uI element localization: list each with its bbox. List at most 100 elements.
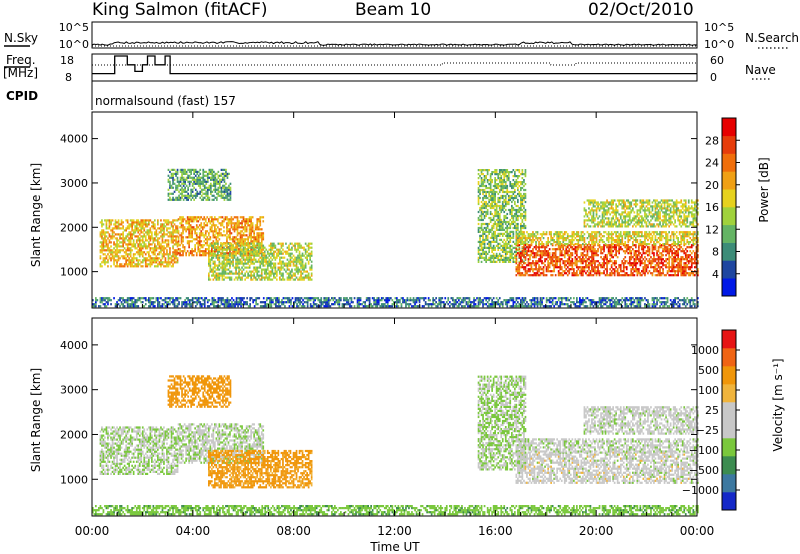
scatter-cell <box>497 232 500 235</box>
scatter-cell <box>571 239 574 242</box>
scatter-cell <box>568 260 571 263</box>
scatter-cell <box>656 254 658 257</box>
scatter-cell <box>477 222 480 226</box>
scatter-cell <box>225 196 227 199</box>
scatter-cell <box>151 257 153 260</box>
scatter-cell <box>204 242 207 245</box>
scatter-cell <box>494 248 496 251</box>
scatter-cell <box>518 274 521 277</box>
scatter-cell <box>268 270 271 273</box>
scatter-cell <box>509 230 512 233</box>
scatter-cell <box>582 262 584 265</box>
scatter-cell <box>183 246 186 249</box>
scatter-cell <box>253 268 255 271</box>
scatter-cell <box>273 264 275 267</box>
scatter-cell <box>288 272 290 275</box>
scatter-cell <box>188 184 191 187</box>
scatter-cell <box>117 257 120 260</box>
scatter-cell <box>536 237 539 240</box>
scatter-cell <box>182 252 184 255</box>
scatter-cell <box>520 222 522 226</box>
scatter-cell <box>279 272 281 275</box>
scatter-cell <box>167 188 170 191</box>
scatter-cell <box>188 174 191 177</box>
scatter-cell <box>239 262 242 265</box>
scatter-cell <box>648 250 651 253</box>
scatter-cell <box>542 268 545 271</box>
scatter-cell <box>576 250 578 253</box>
scatter-cell <box>573 244 575 247</box>
scatter-cell <box>239 244 242 247</box>
scatter-cell <box>635 260 637 263</box>
scatter-cell <box>482 202 484 206</box>
scatter-cell <box>532 268 534 271</box>
scatter-cell <box>488 198 490 202</box>
scatter-cell <box>280 246 283 249</box>
scatter-cell <box>514 171 516 174</box>
scatter-cell <box>271 248 274 251</box>
scatter-cell <box>198 252 201 255</box>
scatter-cell <box>288 262 290 265</box>
scatter-cell <box>182 238 184 241</box>
scatter-cell <box>515 274 518 277</box>
scatter-cell <box>221 266 224 269</box>
scatter-cell <box>571 262 574 265</box>
scatter-cell <box>223 168 226 171</box>
scatter-cell <box>254 258 257 261</box>
scatter-cell <box>146 223 149 226</box>
scatter-cell <box>282 278 284 281</box>
scatter-cell <box>665 248 667 251</box>
scatter-cell <box>665 274 667 277</box>
scatter-cell <box>289 278 292 281</box>
scatter-cell <box>497 234 500 237</box>
scatter-cell <box>583 254 586 257</box>
scatter-cell <box>300 270 302 273</box>
scatter-cell <box>154 257 156 260</box>
scatter-cell <box>283 278 286 281</box>
scatter-cell <box>189 216 192 219</box>
scatter-cell <box>259 250 262 253</box>
scatter-cell <box>214 172 217 175</box>
scatter-cell <box>280 272 283 275</box>
scatter-cell <box>589 260 592 263</box>
scatter-cell <box>286 272 289 275</box>
scatter-cell <box>262 252 265 255</box>
scatter-cell <box>263 278 266 281</box>
scatter-cell <box>560 274 563 277</box>
scatter-cell <box>514 181 516 184</box>
scatter-cell <box>263 260 266 263</box>
scatter-cell <box>166 221 168 224</box>
scatter-cell <box>123 263 126 266</box>
scatter-cell <box>223 218 225 221</box>
scatter-cell <box>583 250 586 253</box>
scatter-cell <box>489 184 492 188</box>
scatter-cell <box>226 264 228 267</box>
scatter-cell <box>651 266 654 269</box>
scatter-cell <box>166 261 168 264</box>
scatter-cell <box>146 233 149 236</box>
scatter-cell <box>671 264 673 267</box>
scatter-cell <box>125 261 127 264</box>
scatter-cell <box>107 261 109 264</box>
scatter-cell <box>160 263 162 266</box>
scatter-cell <box>524 173 527 176</box>
scatter-cell <box>101 241 103 244</box>
scatter-cell <box>601 258 604 261</box>
scatter-cell <box>167 174 170 177</box>
scatter-cell <box>188 246 190 249</box>
scatter-cell <box>223 260 225 263</box>
scatter-cell <box>218 278 221 281</box>
scatter-cell <box>104 253 106 256</box>
scatter-cell <box>501 260 504 263</box>
scatter-cell <box>182 220 184 223</box>
scatter-cell <box>485 202 487 206</box>
scatter-cell <box>221 272 224 275</box>
scatter-cell <box>482 184 484 188</box>
scatter-cell <box>235 270 237 273</box>
scatter-cell <box>220 192 223 195</box>
scatter-cell <box>642 248 645 251</box>
scatter-cell <box>292 254 295 257</box>
scatter-cell <box>514 254 516 257</box>
scatter-cell <box>524 212 527 216</box>
scatter-cell <box>172 231 174 234</box>
